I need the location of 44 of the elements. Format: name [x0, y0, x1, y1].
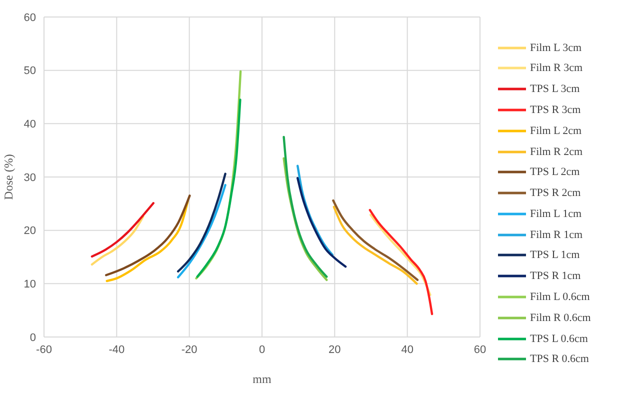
x-tick-label: 40 — [401, 344, 414, 356]
x-axis-title: mm — [252, 372, 272, 386]
legend-label: TPS R 0.6cm — [530, 353, 589, 366]
line-series — [370, 214, 432, 296]
y-tick-label: 60 — [24, 12, 36, 24]
x-tick-label: -40 — [108, 344, 125, 356]
y-tick-label: 10 — [24, 278, 36, 291]
line-series — [196, 98, 242, 278]
line-series — [368, 208, 434, 316]
x-tick-label: -20 — [181, 344, 198, 356]
line-series — [176, 172, 226, 272]
legend-label: Film R 1cm — [530, 228, 583, 241]
line-series — [90, 202, 154, 258]
legend-label: TPS R 3cm — [530, 104, 581, 116]
legend-label: TPS L 2cm — [530, 166, 580, 178]
legend-label: TPS R 2cm — [530, 187, 581, 200]
y-tick-label: 30 — [24, 172, 36, 184]
legend-label: Film L 2cm — [530, 124, 582, 137]
line-series — [282, 136, 328, 278]
legend-label: TPS L 3cm — [530, 83, 580, 96]
legend-label: TPS L 1cm — [530, 249, 580, 262]
line-series — [296, 176, 347, 268]
legend-label: Film R 3cm — [530, 62, 583, 74]
legend-label: Film L 0.6cm — [530, 291, 590, 304]
line-series — [296, 164, 334, 256]
x-tick-label: -60 — [36, 344, 52, 356]
line-series — [176, 184, 226, 278]
legend-label: Film R 0.6cm — [530, 312, 591, 324]
line-series — [282, 157, 328, 282]
x-tick-label: 0 — [258, 344, 266, 356]
x-tick-label: 60 — [474, 344, 486, 356]
y-tick-label: 40 — [24, 118, 36, 131]
x-tick-label: 20 — [328, 344, 341, 356]
y-tick-label: 20 — [24, 225, 36, 238]
legend-label: Film L 1cm — [530, 208, 582, 220]
legend-label: TPS R 1cm — [530, 270, 581, 282]
y-tick-label: 50 — [24, 65, 36, 78]
legend-label: Film R 2cm — [530, 146, 583, 158]
legend-label: Film L 3cm — [530, 42, 582, 54]
y-tick-label: 0 — [30, 332, 36, 344]
line-series — [195, 70, 242, 280]
legend-label: TPS L 0.6cm — [530, 332, 588, 345]
y-axis-title: Dose (%) — [1, 154, 16, 200]
line-series — [90, 215, 144, 266]
